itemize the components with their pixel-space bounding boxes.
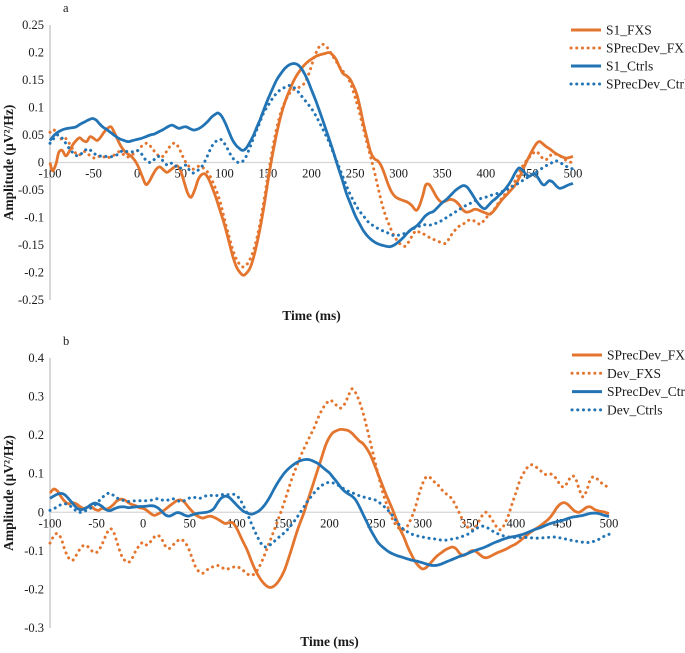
x-tick-label: 400 [476, 167, 495, 181]
x-tick-label: 350 [433, 167, 452, 181]
y-tick-label: 0 [38, 505, 44, 519]
x-tick-label: 300 [389, 167, 408, 181]
y-tick-label: 0.4 [28, 351, 44, 365]
x-tick-label: 0 [134, 167, 140, 181]
y-tick-label: 0.1 [28, 101, 44, 115]
x-tick-label: 300 [413, 516, 432, 530]
y-tick-label: -0.2 [24, 266, 44, 280]
x-tick-label: -50 [88, 516, 105, 530]
x-tick-label: 200 [302, 167, 321, 181]
x-axis-title: Time (ms) [300, 634, 359, 649]
x-tick-label: 500 [564, 167, 583, 181]
x-tick-label: 50 [184, 516, 197, 530]
y-tick-label: -0.1 [24, 544, 44, 558]
series-line-SPrecDev_FXS [48, 42, 575, 269]
y-tick-label: -0.05 [18, 183, 44, 197]
x-tick-label: 250 [346, 167, 365, 181]
legend-label-Dev_Ctrls: Dev_Ctrls [607, 402, 663, 417]
y-tick-label: -0.15 [18, 238, 44, 252]
x-tick-label: 500 [600, 516, 619, 530]
y-axis-title: Amplitude (µV²/Hz) [1, 435, 16, 551]
legend-label-SPrecDev_Ctrls: SPrecDev_Ctrls [607, 384, 685, 399]
x-tick-label: 400 [506, 516, 525, 530]
x-tick-label: -100 [39, 167, 62, 181]
y-tick-label: -0.25 [18, 293, 44, 307]
panel-b: 0.4 0.3 0.2 0.1 0 -0.1 -0.2 -0.3 -100 -50 0 50 100 15… [0, 330, 685, 653]
legend-label-SPrecDev_FXS: SPrecDev_FXS [606, 41, 685, 56]
series-line-Dev_FXS [48, 387, 611, 578]
x-tick-label: 150 [274, 516, 293, 530]
y-tick-label: 0 [38, 156, 44, 170]
y-tick-label: -0.1 [24, 211, 44, 225]
series-line-SPrecDev_Ctrls [49, 458, 610, 567]
y-tick-label: 0.2 [28, 428, 44, 442]
y-tick-label: 0.2 [28, 46, 44, 60]
x-axis-title: Time (ms) [282, 308, 341, 323]
y-tick-label: -0.2 [24, 582, 44, 596]
panel-a-chart: 0.25 0.2 0.15 0.1 0.05 0 -0.05 -0.1 -0.15 -0.2 -0.… [1, 1, 685, 323]
x-tick-label: 200 [320, 516, 339, 530]
y-tick-label: -0.3 [24, 621, 44, 635]
panel-letter-a: a [63, 1, 69, 15]
legend-label-S1_FXS: S1_FXS [606, 23, 652, 38]
x-tick-label: 250 [367, 516, 386, 530]
legend-label-SPrecDev_Ctrls: SPrecDev_Ctrls [606, 77, 685, 92]
x-tick-label: -100 [39, 516, 62, 530]
series-line-S1_FXS [48, 51, 574, 277]
x-tick-label: -50 [85, 167, 102, 181]
x-tick-label: 100 [215, 167, 234, 181]
legend-label-Dev_FXS: Dev_FXS [607, 366, 661, 381]
panel-b-chart: 0.4 0.3 0.2 0.1 0 -0.1 -0.2 -0.3 -100 -50 0 50 100 15… [1, 334, 685, 649]
x-tick-label: 350 [460, 516, 479, 530]
series-line-Dev_Ctrls [48, 480, 611, 549]
series-line-SPrecDev_FXS [48, 427, 610, 589]
y-tick-label: 0.25 [22, 18, 44, 32]
series-line-SPrecDev_Ctrls [48, 84, 575, 238]
y-tick-label: 0.1 [28, 467, 44, 481]
panel-a: 0.25 0.2 0.15 0.1 0.05 0 -0.05 -0.1 -0.15 -0.2 -0.… [1, 1, 685, 323]
legend-label-S1_Ctrls: S1_Ctrls [606, 59, 653, 74]
y-axis-title: Amplitude (µV²/Hz) [1, 105, 16, 221]
x-tick-label: 100 [227, 516, 246, 530]
y-tick-label: 0.05 [22, 128, 44, 142]
x-tick-label: 450 [520, 167, 539, 181]
x-tick-label: 0 [140, 516, 146, 530]
y-tick-label: 0.15 [22, 73, 44, 87]
panel-letter-b: b [63, 334, 69, 348]
legend-label-SPrecDev_FXS: SPrecDev_FXS [607, 348, 685, 363]
y-tick-label: 0.3 [28, 390, 44, 404]
